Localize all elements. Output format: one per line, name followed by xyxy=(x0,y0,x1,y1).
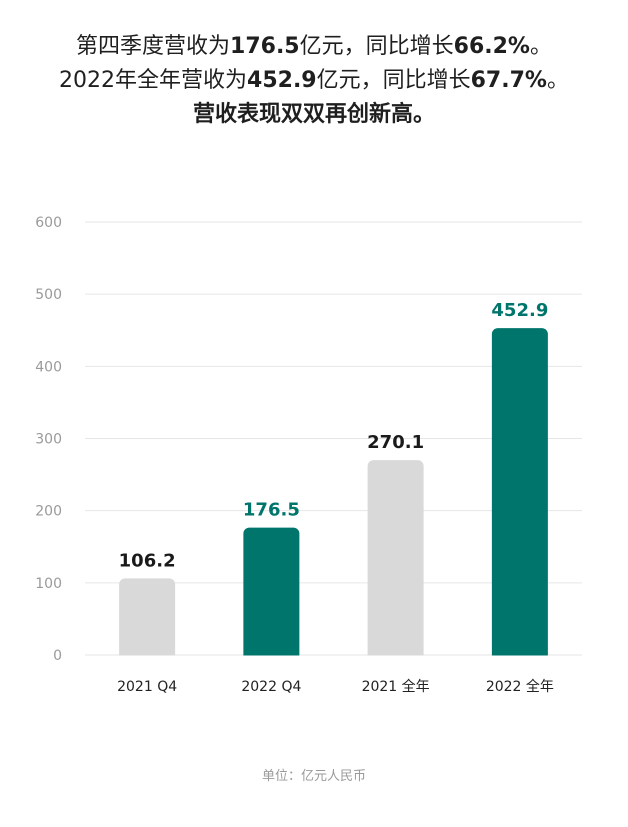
y-tick-label-200: 200 xyxy=(35,504,62,520)
baseline-mask xyxy=(85,655,582,666)
headline: 第四季度营收为176.5亿元，同比增长66.2%。 2022年全年营收为452.… xyxy=(0,30,628,132)
y-tick-label-0: 0 xyxy=(53,648,62,664)
bar-0 xyxy=(119,578,176,661)
headline-line1-segment-4: 。 xyxy=(529,34,552,59)
y-tick-label-400: 400 xyxy=(35,359,62,375)
x-category-label-1: 2022 Q4 xyxy=(241,679,301,695)
headline-line2-segment-3: 67.7% xyxy=(470,68,547,93)
bar-value-label-0: 106.2 xyxy=(119,550,176,571)
headline-line2-segment-1: 452.9 xyxy=(247,68,317,93)
headline-line1-segment-2: 亿元，同比增长 xyxy=(299,34,454,59)
headline-line1-segment-1: 176.5 xyxy=(230,34,300,59)
bar-2 xyxy=(367,460,424,661)
bar-value-label-1: 176.5 xyxy=(243,500,300,521)
headline-line-2: 2022年全年营收为452.9亿元，同比增长67.7%。 xyxy=(0,64,628,98)
y-tick-label-500: 500 xyxy=(35,287,62,303)
y-tick-label-300: 300 xyxy=(35,432,62,448)
x-category-label-3: 2022 全年 xyxy=(486,678,554,695)
bar-value-label-2: 270.1 xyxy=(367,432,424,453)
headline-line2-segment-4: 。 xyxy=(546,68,569,93)
x-category-label-0: 2021 Q4 xyxy=(117,679,177,695)
headline-line1-segment-3: 66.2% xyxy=(453,34,530,59)
revenue-bar-chart: 0 100 200 300 400 500 600 106.2 2021 Q4 176.5 2022… xyxy=(35,215,582,695)
headline-line1-segment-0: 第四季度营收为 xyxy=(76,34,231,59)
unit-note: 单位：亿元人民币 xyxy=(261,769,366,784)
y-tick-label-600: 600 xyxy=(35,215,62,231)
bar-value-label-3: 452.9 xyxy=(491,300,548,321)
headline-line-3: 营收表现双双再创新高。 xyxy=(192,102,435,127)
headline-line-1: 第四季度营收为176.5亿元，同比增长66.2%。 xyxy=(0,30,628,64)
y-tick-label-100: 100 xyxy=(35,576,62,592)
headline-line2-segment-0: 2022年全年营收为 xyxy=(59,68,248,93)
x-category-label-2: 2021 全年 xyxy=(362,678,430,695)
headline-line2-segment-2: 亿元，同比增长 xyxy=(316,68,471,93)
bar-3 xyxy=(491,328,548,661)
bar-1 xyxy=(243,527,300,661)
